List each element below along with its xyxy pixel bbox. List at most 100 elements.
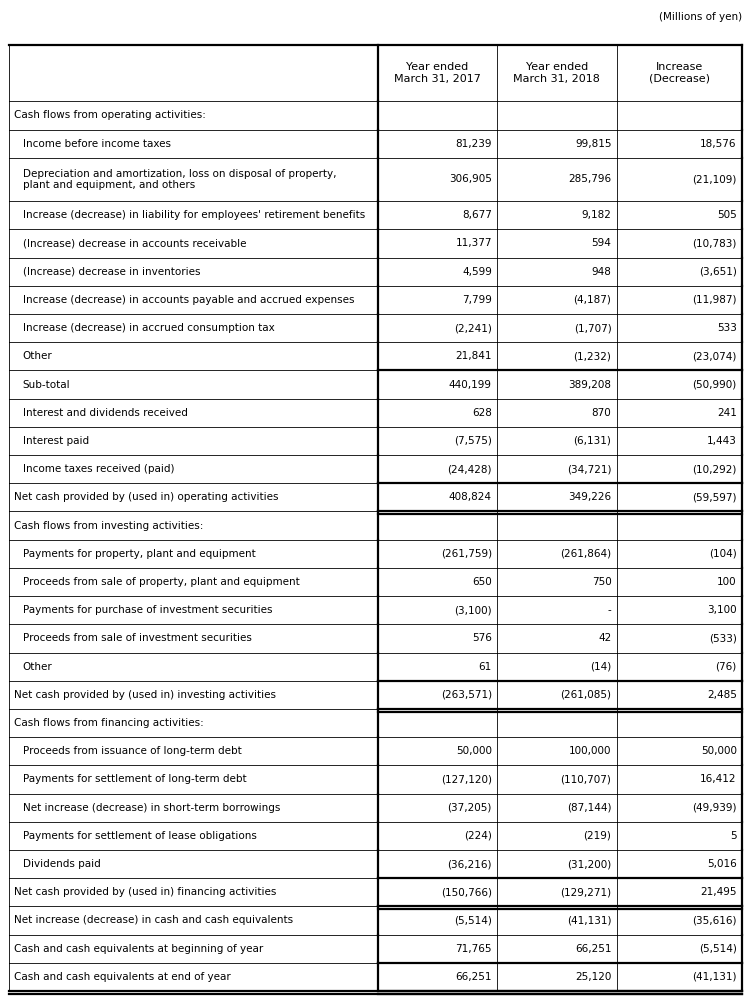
Text: 50,000: 50,000 <box>701 746 737 756</box>
Text: (5,514): (5,514) <box>699 944 737 954</box>
Text: (7,575): (7,575) <box>454 436 492 446</box>
Text: 50,000: 50,000 <box>456 746 492 756</box>
Text: 241: 241 <box>717 408 737 418</box>
Text: (36,216): (36,216) <box>448 859 492 869</box>
Text: (49,939): (49,939) <box>692 802 737 812</box>
Text: 306,905: 306,905 <box>449 175 492 185</box>
Text: Interest and dividends received: Interest and dividends received <box>23 408 188 418</box>
Text: 25,120: 25,120 <box>575 972 611 982</box>
Text: (Increase) decrease in accounts receivable: (Increase) decrease in accounts receivab… <box>23 239 246 249</box>
Text: 3,100: 3,100 <box>707 605 737 615</box>
Text: 870: 870 <box>592 408 611 418</box>
Text: (6,131): (6,131) <box>574 436 611 446</box>
Text: 100: 100 <box>717 577 737 587</box>
Text: (1,232): (1,232) <box>574 352 611 362</box>
Text: 18,576: 18,576 <box>700 139 737 149</box>
Text: (76): (76) <box>716 661 737 671</box>
Text: (533): (533) <box>709 633 737 643</box>
Text: (110,707): (110,707) <box>560 774 611 784</box>
Text: 8,677: 8,677 <box>462 210 492 221</box>
Text: 9,182: 9,182 <box>581 210 611 221</box>
Text: 2,485: 2,485 <box>707 690 737 700</box>
Text: Depreciation and amortization, loss on disposal of property,
plant and equipment: Depreciation and amortization, loss on d… <box>23 169 336 190</box>
Text: 5: 5 <box>730 831 737 841</box>
Text: (10,783): (10,783) <box>692 239 737 249</box>
Text: (150,766): (150,766) <box>441 887 492 897</box>
Text: 750: 750 <box>592 577 611 587</box>
Text: (5,514): (5,514) <box>454 915 492 925</box>
Text: (263,571): (263,571) <box>441 690 492 700</box>
Text: (261,759): (261,759) <box>441 548 492 558</box>
Text: Increase (decrease) in accrued consumption tax: Increase (decrease) in accrued consumpti… <box>23 323 274 333</box>
Text: 81,239: 81,239 <box>455 139 492 149</box>
Text: 21,841: 21,841 <box>455 352 492 362</box>
Text: 42: 42 <box>598 633 611 643</box>
Text: Income taxes received (paid): Income taxes received (paid) <box>23 465 174 475</box>
Text: Net cash provided by (used in) investing activities: Net cash provided by (used in) investing… <box>14 690 276 700</box>
Text: 594: 594 <box>592 239 611 249</box>
Text: 285,796: 285,796 <box>569 175 611 185</box>
Text: (59,597): (59,597) <box>692 493 737 502</box>
Text: Interest paid: Interest paid <box>23 436 89 446</box>
Text: Payments for settlement of lease obligations: Payments for settlement of lease obligat… <box>23 831 256 841</box>
Text: Increase (decrease) in accounts payable and accrued expenses: Increase (decrease) in accounts payable … <box>23 295 354 305</box>
Text: 99,815: 99,815 <box>575 139 611 149</box>
Text: 948: 948 <box>592 267 611 277</box>
Text: (34,721): (34,721) <box>567 465 611 475</box>
Text: 505: 505 <box>717 210 737 221</box>
Text: 66,251: 66,251 <box>455 972 492 982</box>
Text: (50,990): (50,990) <box>692 380 737 390</box>
Text: 440,199: 440,199 <box>449 380 492 390</box>
Text: (127,120): (127,120) <box>441 774 492 784</box>
Text: Cash and cash equivalents at end of year: Cash and cash equivalents at end of year <box>14 972 231 982</box>
Text: 628: 628 <box>472 408 492 418</box>
Text: Income before income taxes: Income before income taxes <box>23 139 170 149</box>
Text: (10,292): (10,292) <box>692 465 737 475</box>
Text: Year ended
March 31, 2017: Year ended March 31, 2017 <box>394 62 481 84</box>
Text: Proceeds from sale of investment securities: Proceeds from sale of investment securit… <box>23 633 252 643</box>
Text: Increase
(Decrease): Increase (Decrease) <box>649 62 710 84</box>
Text: Cash flows from operating activities:: Cash flows from operating activities: <box>14 111 206 121</box>
Text: 7,799: 7,799 <box>462 295 492 305</box>
Text: (11,987): (11,987) <box>692 295 737 305</box>
Text: Increase (decrease) in liability for employees' retirement benefits: Increase (decrease) in liability for emp… <box>23 210 365 221</box>
Text: -: - <box>608 605 611 615</box>
Text: (4,187): (4,187) <box>574 295 611 305</box>
Text: Cash flows from investing activities:: Cash flows from investing activities: <box>14 520 204 530</box>
Text: (104): (104) <box>709 548 737 558</box>
Text: 21,495: 21,495 <box>700 887 737 897</box>
Text: Cash and cash equivalents at beginning of year: Cash and cash equivalents at beginning o… <box>14 944 264 954</box>
Text: (Millions of yen): (Millions of yen) <box>659 12 742 22</box>
Text: 100,000: 100,000 <box>569 746 611 756</box>
Text: Proceeds from issuance of long-term debt: Proceeds from issuance of long-term debt <box>23 746 241 756</box>
Text: 349,226: 349,226 <box>569 493 611 502</box>
Text: 533: 533 <box>717 323 737 333</box>
Text: Cash flows from financing activities:: Cash flows from financing activities: <box>14 718 204 728</box>
Text: (37,205): (37,205) <box>448 802 492 812</box>
Text: 408,824: 408,824 <box>449 493 492 502</box>
Text: (1,707): (1,707) <box>574 323 611 333</box>
Text: (129,271): (129,271) <box>560 887 611 897</box>
Text: 5,016: 5,016 <box>707 859 737 869</box>
Text: Net increase (decrease) in cash and cash equivalents: Net increase (decrease) in cash and cash… <box>14 915 294 925</box>
Text: Sub-total: Sub-total <box>23 380 70 390</box>
Text: 389,208: 389,208 <box>569 380 611 390</box>
Text: (219): (219) <box>584 831 611 841</box>
Text: Proceeds from sale of property, plant and equipment: Proceeds from sale of property, plant an… <box>23 577 300 587</box>
Text: (24,428): (24,428) <box>448 465 492 475</box>
Text: Payments for settlement of long-term debt: Payments for settlement of long-term deb… <box>23 774 246 784</box>
Text: 4,599: 4,599 <box>462 267 492 277</box>
Text: (Increase) decrease in inventories: (Increase) decrease in inventories <box>23 267 200 277</box>
Text: Payments for purchase of investment securities: Payments for purchase of investment secu… <box>23 605 272 615</box>
Text: 66,251: 66,251 <box>575 944 611 954</box>
Text: 650: 650 <box>472 577 492 587</box>
Text: (87,144): (87,144) <box>567 802 611 812</box>
Text: 71,765: 71,765 <box>455 944 492 954</box>
Text: Other: Other <box>23 661 53 671</box>
Text: (21,109): (21,109) <box>692 175 737 185</box>
Text: (3,100): (3,100) <box>454 605 492 615</box>
Text: Net increase (decrease) in short-term borrowings: Net increase (decrease) in short-term bo… <box>23 802 280 812</box>
Text: (41,131): (41,131) <box>567 915 611 925</box>
Text: 61: 61 <box>478 661 492 671</box>
Text: (261,085): (261,085) <box>560 690 611 700</box>
